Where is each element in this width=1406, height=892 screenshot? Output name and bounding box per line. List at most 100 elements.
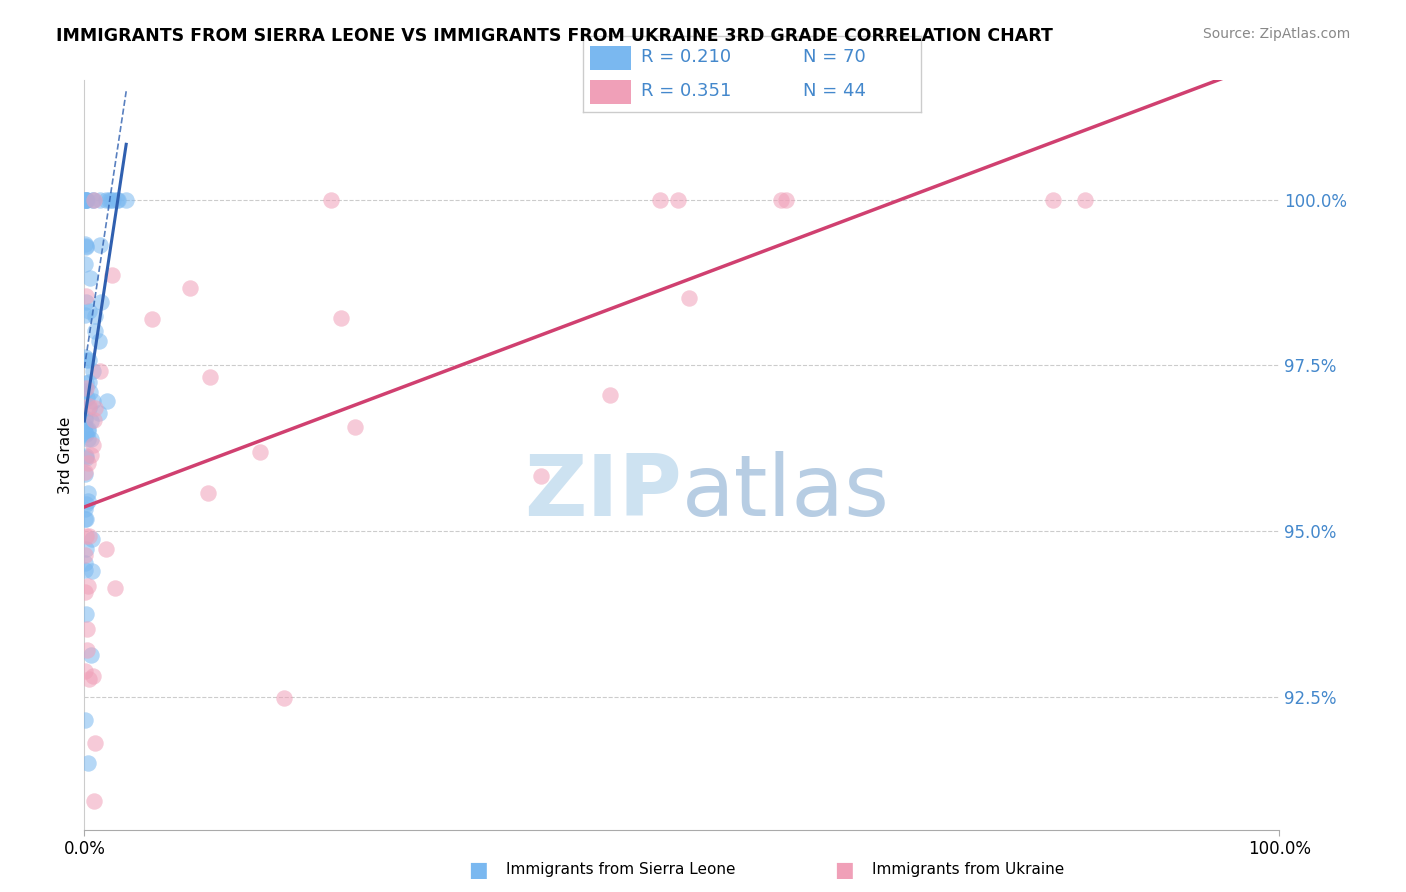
Point bbox=[73, 425, 96, 440]
Point bbox=[73, 713, 96, 727]
Point bbox=[321, 193, 343, 207]
Point bbox=[83, 736, 105, 750]
Point bbox=[198, 370, 221, 384]
Text: Immigrants from Sierra Leone: Immigrants from Sierra Leone bbox=[506, 863, 735, 877]
Point bbox=[80, 414, 103, 428]
Point bbox=[73, 548, 96, 562]
Point bbox=[77, 375, 100, 389]
Point bbox=[650, 193, 672, 207]
Point bbox=[84, 324, 107, 338]
Point bbox=[775, 193, 797, 207]
Text: ■: ■ bbox=[834, 860, 853, 880]
Point bbox=[100, 193, 122, 207]
Point bbox=[75, 350, 97, 364]
Point bbox=[83, 413, 105, 427]
Point bbox=[76, 193, 98, 207]
Text: ZIP: ZIP bbox=[524, 450, 682, 534]
Point bbox=[76, 486, 98, 500]
Point bbox=[77, 422, 100, 436]
Point bbox=[75, 467, 97, 482]
Point bbox=[77, 424, 100, 438]
Point bbox=[75, 384, 97, 398]
Point bbox=[73, 193, 96, 207]
Point bbox=[80, 432, 103, 446]
Point bbox=[83, 794, 105, 808]
Point bbox=[90, 294, 112, 309]
Point bbox=[79, 384, 101, 399]
Bar bbox=[591, 79, 631, 104]
Point bbox=[77, 579, 100, 593]
Point bbox=[73, 585, 96, 599]
Point bbox=[75, 381, 97, 395]
Point bbox=[76, 289, 98, 303]
Point bbox=[75, 376, 97, 390]
Point bbox=[87, 334, 110, 348]
Point bbox=[330, 311, 353, 326]
Point bbox=[73, 664, 96, 678]
Point bbox=[105, 193, 128, 207]
Point bbox=[75, 450, 97, 464]
Point bbox=[77, 401, 100, 416]
Point bbox=[80, 533, 103, 547]
Point bbox=[89, 238, 111, 252]
Point bbox=[73, 308, 96, 322]
Text: Source: ZipAtlas.com: Source: ZipAtlas.com bbox=[1202, 27, 1350, 41]
Point bbox=[197, 486, 219, 500]
Y-axis label: 3rd Grade: 3rd Grade bbox=[58, 417, 73, 493]
Point bbox=[79, 271, 101, 285]
Point bbox=[141, 311, 163, 326]
Point bbox=[75, 193, 97, 207]
Point bbox=[76, 432, 98, 446]
Point bbox=[94, 193, 117, 207]
Point bbox=[83, 401, 105, 416]
Point bbox=[1074, 193, 1097, 207]
Point bbox=[76, 426, 98, 441]
Point bbox=[83, 310, 105, 324]
Point bbox=[97, 193, 120, 207]
Point bbox=[344, 419, 367, 434]
Point bbox=[89, 363, 111, 377]
Point bbox=[79, 399, 101, 413]
Point bbox=[76, 623, 98, 637]
Point bbox=[75, 528, 97, 542]
Point bbox=[80, 564, 103, 578]
Point bbox=[73, 257, 96, 271]
Point bbox=[75, 501, 97, 516]
Point bbox=[273, 691, 295, 706]
Point bbox=[73, 236, 96, 251]
Point bbox=[104, 581, 127, 595]
Point bbox=[75, 450, 97, 465]
Point bbox=[80, 448, 103, 462]
Point bbox=[114, 193, 136, 207]
Point bbox=[83, 193, 105, 207]
Point bbox=[530, 468, 553, 483]
Point bbox=[82, 193, 104, 207]
Point bbox=[96, 393, 118, 408]
Point bbox=[75, 607, 97, 622]
Point bbox=[666, 193, 689, 207]
Point bbox=[73, 413, 96, 427]
Point bbox=[73, 193, 96, 207]
Point bbox=[75, 497, 97, 511]
Point bbox=[107, 193, 129, 207]
Text: Immigrants from Ukraine: Immigrants from Ukraine bbox=[872, 863, 1064, 877]
Point bbox=[770, 193, 793, 207]
Point bbox=[76, 643, 98, 657]
Point bbox=[75, 239, 97, 253]
Point bbox=[77, 304, 100, 318]
Bar bbox=[591, 45, 631, 70]
Point bbox=[77, 529, 100, 543]
Point bbox=[599, 387, 621, 401]
Point bbox=[73, 465, 96, 479]
Point bbox=[82, 438, 104, 452]
Point bbox=[96, 541, 118, 556]
Point bbox=[73, 410, 96, 425]
Point bbox=[82, 193, 104, 207]
Point bbox=[75, 511, 97, 525]
Point bbox=[75, 193, 97, 207]
Point bbox=[89, 193, 111, 207]
Point bbox=[82, 669, 104, 683]
Text: N = 70: N = 70 bbox=[803, 48, 866, 66]
Point bbox=[76, 391, 98, 405]
Point bbox=[101, 193, 124, 207]
